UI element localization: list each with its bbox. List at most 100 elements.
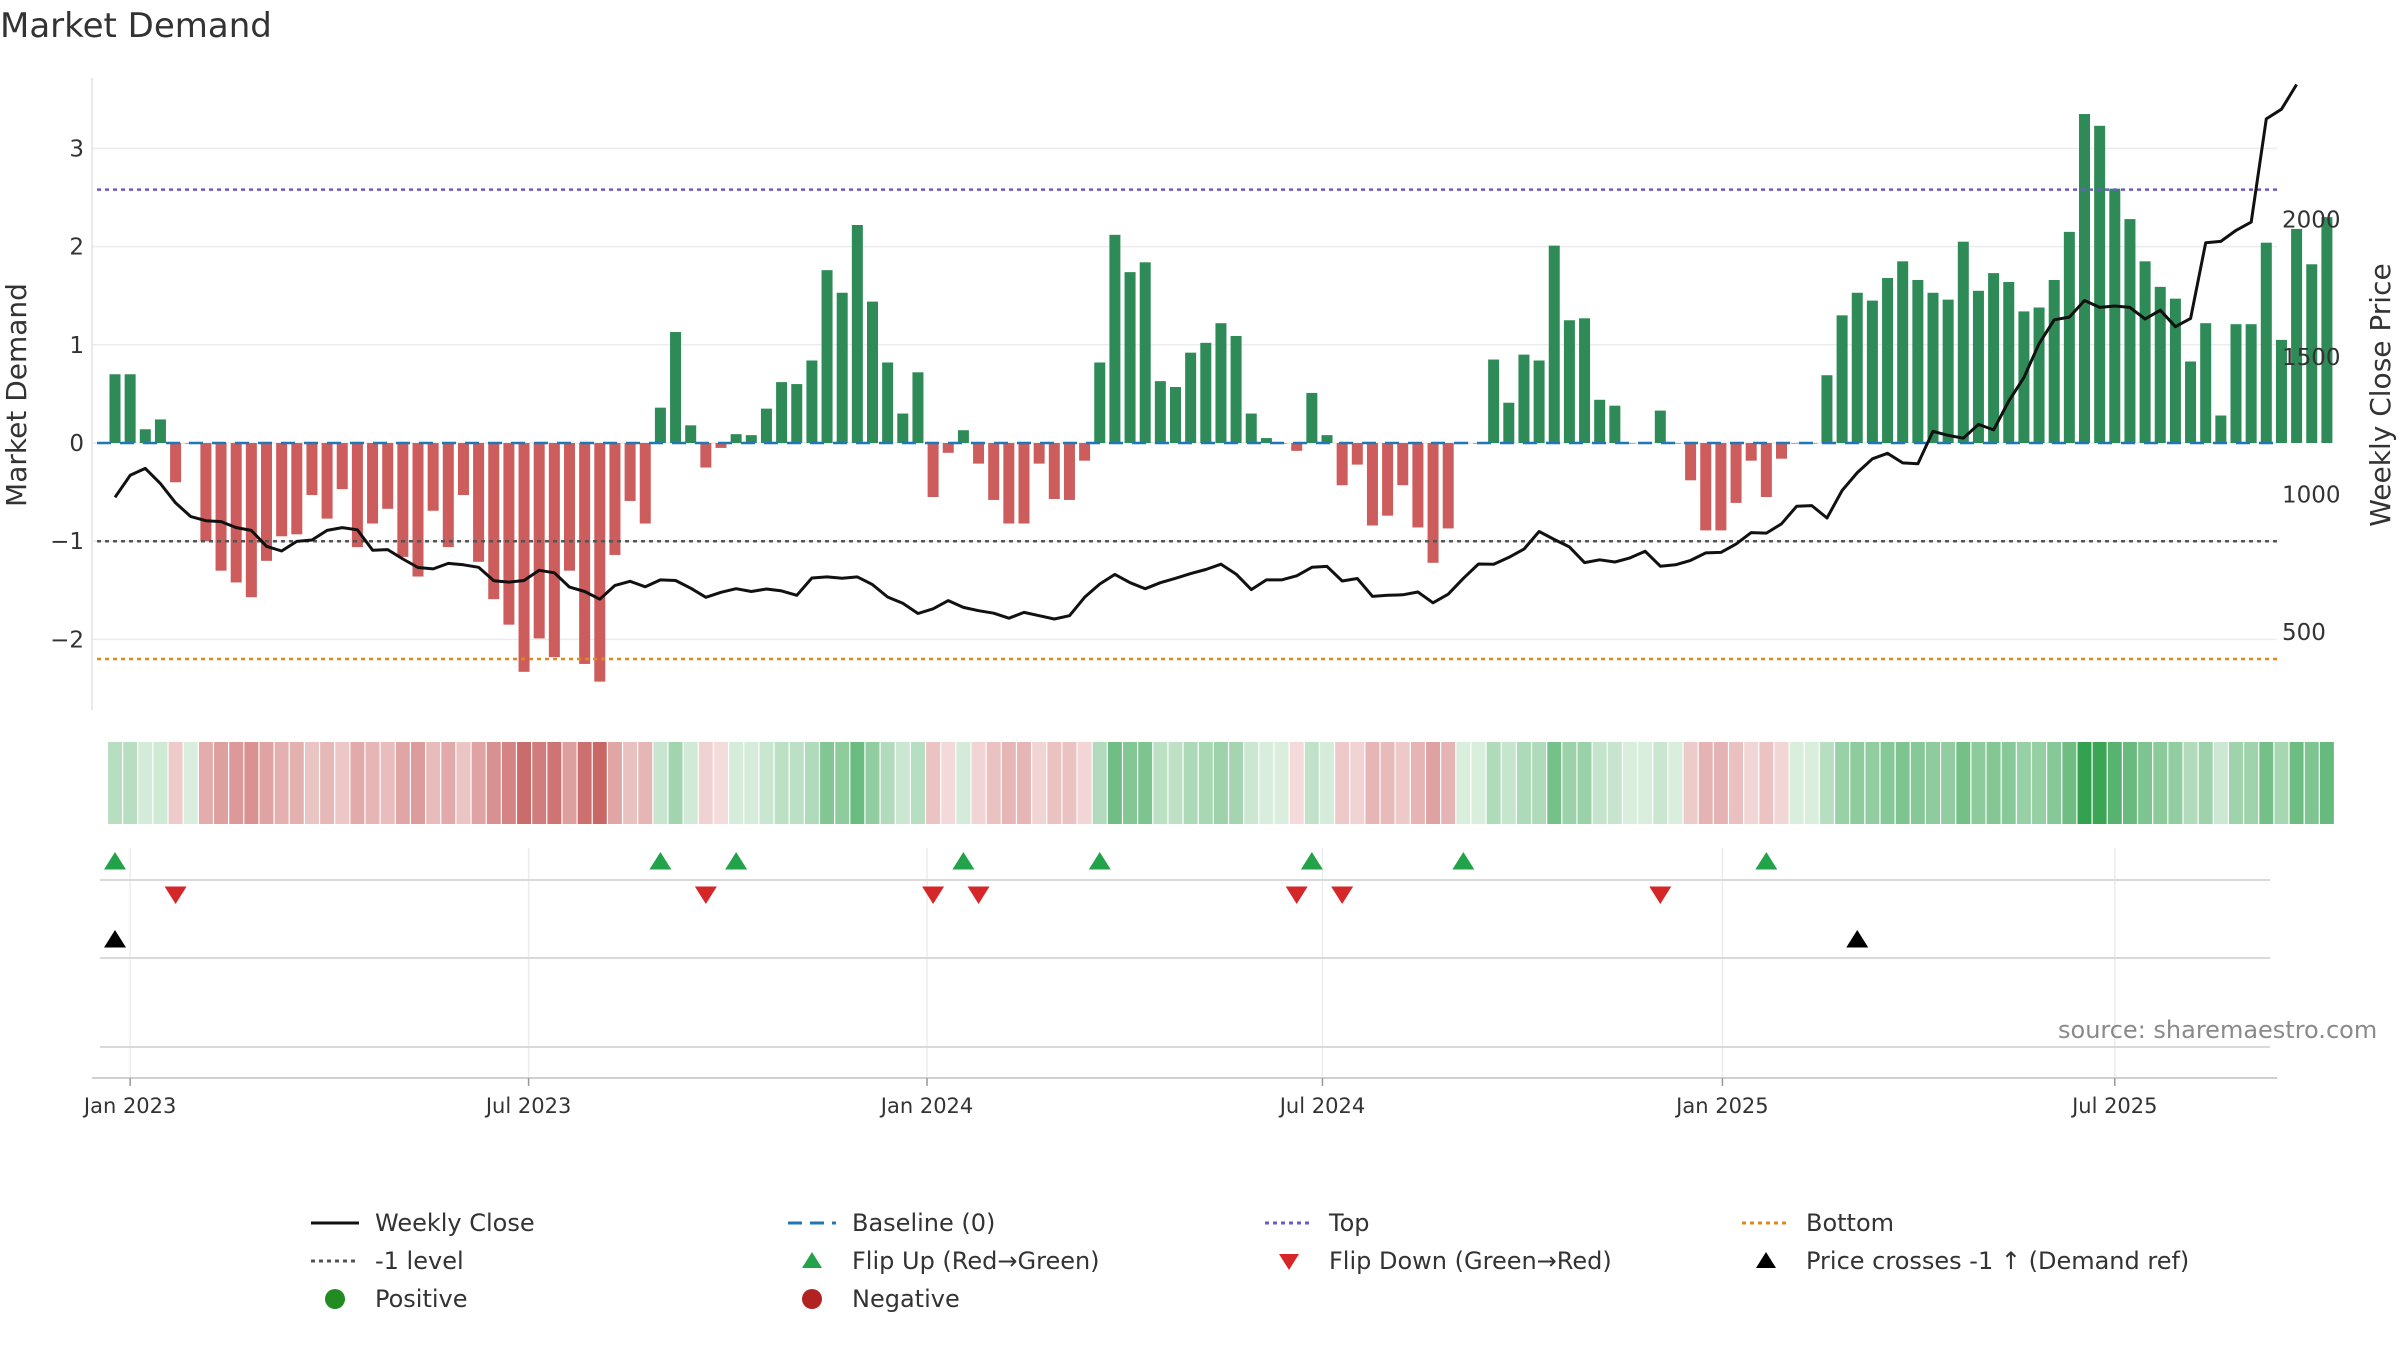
heat-cell (2092, 742, 2107, 824)
demand-bar (2003, 281, 2015, 443)
legend: Weekly Close Baseline (0) Top Bottom -1 … (0, 1205, 2400, 1335)
flip-up-marker (1088, 852, 1111, 870)
demand-bar (2063, 231, 2075, 443)
demand-heat-strip (108, 742, 2334, 824)
legend-item-negative: Negative (782, 1281, 960, 1317)
heat-cell (1456, 742, 1471, 824)
demand-bar (276, 443, 288, 537)
demand-bar (1336, 443, 1348, 486)
demand-bar (1397, 443, 1409, 486)
demand-bar (700, 443, 712, 468)
flip-down-marker (967, 886, 990, 904)
signal-markers (104, 852, 1869, 948)
heat-cell (1274, 742, 1289, 824)
demand-bar (109, 374, 121, 443)
demand-bar (261, 443, 272, 561)
legend-label: Price crosses -1 ↑ (Demand ref) (1806, 1247, 2190, 1275)
x-tick-label: Jul 2025 (2070, 1094, 2157, 1118)
heat-cell (198, 742, 213, 824)
heat-cell (1198, 742, 1213, 824)
heat-cell (562, 742, 577, 824)
heat-cell (1153, 742, 1168, 824)
demand-bar (427, 443, 439, 511)
line-swatch-icon (311, 1221, 359, 1225)
x-tick-label: Jan 2024 (879, 1094, 974, 1118)
heat-cell (411, 742, 425, 824)
heat-cell (1047, 742, 1062, 824)
heat-cell (456, 742, 471, 824)
heat-cell (1335, 742, 1350, 824)
legend-item-weekly-close: Weekly Close (305, 1205, 535, 1241)
heat-cell (1501, 742, 1516, 824)
heat-cell (183, 742, 198, 824)
demand-bar (1851, 292, 1863, 443)
heat-cell (850, 742, 865, 824)
demand-bar (1079, 443, 1091, 461)
demand-bar (1488, 359, 1500, 443)
flip-down-marker (694, 886, 717, 904)
heat-cell (1304, 742, 1319, 824)
heat-cell (744, 742, 759, 824)
demand-bar (1745, 443, 1757, 461)
demand-bar (1306, 392, 1318, 443)
demand-bar (988, 443, 1000, 500)
demand-bar (1685, 443, 1697, 481)
heat-cell (2274, 742, 2289, 824)
demand-bar (1609, 405, 1621, 443)
demand-bar (1412, 443, 1424, 528)
heat-cell (1259, 742, 1274, 824)
legend-label: Top (1329, 1209, 1370, 1237)
demand-bar (457, 443, 469, 496)
demand-bar (2033, 307, 2045, 443)
demand-bar (836, 292, 848, 443)
heat-cell (1638, 742, 1653, 824)
heat-cell (1941, 742, 1956, 824)
demand-bar (821, 270, 833, 443)
heat-cell (1683, 742, 1698, 824)
y-tick-label: −2 (50, 627, 84, 653)
heat-cell (320, 742, 335, 824)
heat-cell (1213, 742, 1228, 824)
heat-cell (1789, 742, 1804, 824)
heat-cell (1138, 742, 1153, 824)
dashed-line-swatch-icon (788, 1221, 836, 1225)
demand-bar (412, 443, 424, 577)
demand-bar (912, 372, 924, 443)
demand-bar (1927, 292, 1939, 443)
demand-bar (2275, 339, 2287, 443)
heat-cell (1819, 742, 1834, 824)
demand-bar (1139, 262, 1151, 443)
heat-cell (1865, 742, 1880, 824)
demand-bar (609, 443, 621, 555)
demand-bar (2169, 298, 2181, 443)
heat-cell (2016, 742, 2031, 824)
heat-cell (1713, 742, 1728, 824)
heat-cell (304, 742, 319, 824)
legend-label: Flip Up (Red→Green) (852, 1247, 1100, 1275)
demand-bar (1503, 402, 1515, 443)
grid (92, 147, 2277, 1078)
demand-bar (670, 332, 682, 443)
legend-label: Flip Down (Green→Red) (1329, 1247, 1612, 1275)
heat-cell (1017, 742, 1031, 824)
heat-cell (910, 742, 925, 824)
demand-bar (503, 443, 515, 625)
heat-cell (971, 742, 986, 824)
heat-cell (2001, 742, 2016, 824)
heat-cell (380, 742, 395, 824)
demand-bar (1533, 360, 1545, 443)
y-tick-label: −1 (50, 529, 84, 555)
demand-bar (1170, 387, 1181, 443)
heat-cell (1441, 742, 1456, 824)
demand-bar (1366, 443, 1378, 526)
demand-bar (548, 443, 560, 658)
demand-bar (1866, 300, 1878, 443)
flip-up-marker (649, 852, 672, 870)
demand-bar (579, 443, 591, 664)
heat-cell (1289, 742, 1304, 824)
heat-cell (2244, 742, 2259, 824)
heat-cell (2304, 742, 2319, 824)
y2-tick-label: 1500 (2282, 345, 2341, 371)
legend-label: Weekly Close (375, 1209, 535, 1237)
demand-bar (2094, 125, 2106, 444)
